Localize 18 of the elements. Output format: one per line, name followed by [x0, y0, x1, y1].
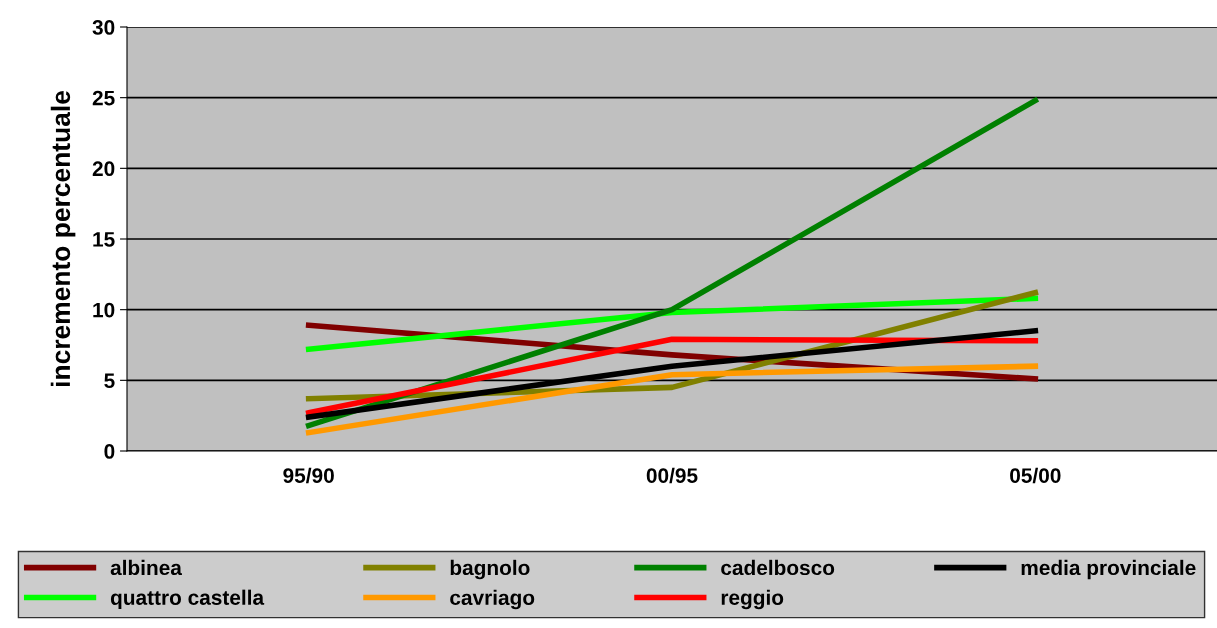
y-tick-label: 20	[92, 161, 115, 177]
y-tick-label: 15	[93, 232, 115, 247]
legend-label: quattro castella	[110, 589, 265, 610]
legend-label: reggio	[721, 589, 784, 610]
x-tick-label: 95/90	[283, 467, 334, 484]
legend-label: cadelbosco	[721, 559, 835, 576]
y-tick-label: 10	[93, 302, 115, 318]
legend-label: albinea	[110, 559, 182, 576]
y-tick-label: 25	[92, 90, 115, 106]
legend-label: bagnolo	[450, 559, 530, 580]
x-tick-label: 00/95	[646, 467, 698, 484]
legend-label: media provinciale	[1021, 559, 1196, 580]
y-tick-label: 5	[104, 373, 115, 389]
y-tick-label: 0	[104, 444, 115, 459]
legend-label: cavriago	[450, 589, 535, 610]
x-tick-label: 05/00	[1010, 467, 1061, 484]
y-axis-title: incremento percentuale	[50, 91, 76, 386]
y-tick-label: 30	[92, 20, 115, 35]
